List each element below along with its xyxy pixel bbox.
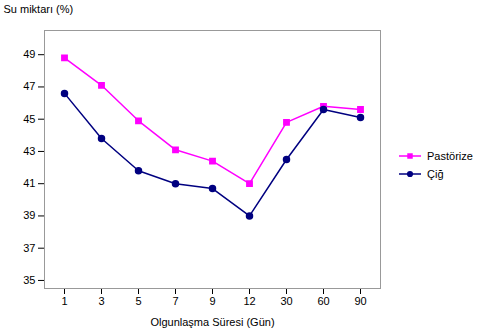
html-text:Pastörize: Pastörize bbox=[427, 150, 473, 162]
svg-text:45: 45 bbox=[23, 113, 35, 125]
svg-text:39: 39 bbox=[23, 209, 35, 221]
svg-text:49: 49 bbox=[23, 48, 35, 60]
svg-text:37: 37 bbox=[23, 242, 35, 254]
svg-text:41: 41 bbox=[23, 177, 35, 189]
svg-text:43: 43 bbox=[23, 145, 35, 157]
svg-text:9: 9 bbox=[209, 295, 215, 307]
svg-text:Olgunlaşma Süresi (Gün): Olgunlaşma Süresi (Gün) bbox=[150, 316, 274, 328]
svg-text:5: 5 bbox=[135, 295, 141, 307]
svg-text:60: 60 bbox=[317, 295, 329, 307]
svg-text:7: 7 bbox=[172, 295, 178, 307]
svg-text:30: 30 bbox=[280, 295, 292, 307]
svg-text:Su miktarı (%): Su miktarı (%) bbox=[4, 3, 74, 15]
svg-text:35: 35 bbox=[23, 274, 35, 286]
html-text:Çiğ: Çiğ bbox=[427, 168, 444, 180]
svg-text:3: 3 bbox=[98, 295, 104, 307]
svg-text:90: 90 bbox=[354, 295, 366, 307]
svg-text:12: 12 bbox=[243, 295, 255, 307]
svg-text:47: 47 bbox=[23, 80, 35, 92]
svg-text:1: 1 bbox=[61, 295, 67, 307]
